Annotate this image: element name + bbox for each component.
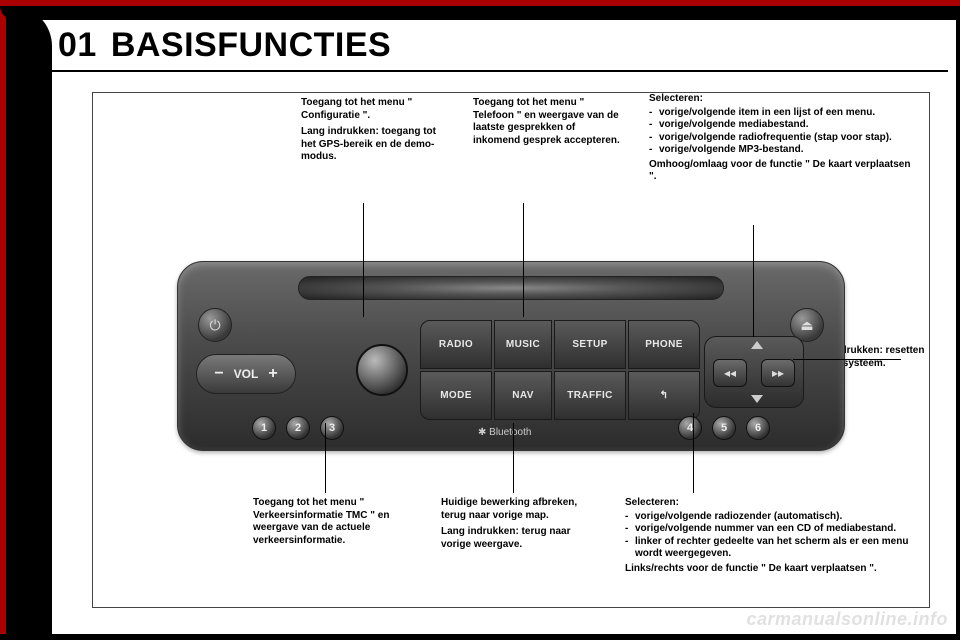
cd-slot xyxy=(298,276,724,300)
page-title: 01 BASISFUNCTIES xyxy=(58,26,391,65)
preset-row-left: 1 2 3 xyxy=(252,416,344,440)
preset-2-label: 2 xyxy=(295,422,301,434)
annotation-select-bot-head: Selecteren: xyxy=(625,497,915,510)
annotation-select-top: Selecteren: vorige/volgende item in een … xyxy=(649,93,913,184)
leader-dpad-lr xyxy=(693,413,694,493)
annotation-setup-l1: Toegang tot het menu " Configuratie ". xyxy=(301,97,451,122)
watermark: carmanualsonline.info xyxy=(746,609,948,630)
power-button[interactable]: ⏻ xyxy=(198,308,232,342)
preset-2[interactable]: 2 xyxy=(286,416,310,440)
center-button-grid: RADIO MUSIC SETUP PHONE MODE NAV TRAFFIC… xyxy=(346,320,666,420)
frame-black-bottom xyxy=(0,634,960,640)
chapter-title: BASISFUNCTIES xyxy=(111,26,391,64)
seek-next-icon: ▸▸ xyxy=(772,366,784,380)
leader-reset-h xyxy=(793,359,901,360)
preset-5[interactable]: 5 xyxy=(712,416,736,440)
leader-setup xyxy=(363,203,364,317)
dpad: ◂◂ ▸▸ xyxy=(704,336,804,408)
seek-prev-icon: ◂◂ xyxy=(724,366,736,380)
leader-traffic xyxy=(325,423,326,493)
annotation-back-l1: Huidige bewerking afbreken, terug naar v… xyxy=(441,497,601,522)
annotation-setup: Toegang tot het menu " Configuratie ". L… xyxy=(301,97,451,164)
leader-back xyxy=(513,423,514,493)
bluetooth-label: ✱ Bluetooth xyxy=(478,427,531,438)
nav-button[interactable]: NAV xyxy=(494,371,552,420)
seek-prev-button[interactable]: ◂◂ xyxy=(713,359,747,387)
annotation-select-top-i0: vorige/volgende item in een lijst of een… xyxy=(649,107,913,120)
traffic-button[interactable]: TRAFFIC xyxy=(554,371,626,420)
volume-plus: + xyxy=(268,365,277,383)
annotation-select-bot-i2: linker of rechter gedeelte van het scher… xyxy=(625,536,915,561)
annotation-select-bottom: Selecteren: vorige/volgende radiozender … xyxy=(625,497,915,575)
preset-row-right: 4 5 6 xyxy=(678,416,770,440)
rotary-knob-cell xyxy=(346,320,418,420)
preset-6-label: 6 xyxy=(755,422,761,434)
radio-button[interactable]: RADIO xyxy=(420,320,492,369)
annotation-select-bot-i1: vorige/volgende nummer van een CD of med… xyxy=(625,523,915,536)
music-button-label: MUSIC xyxy=(506,339,540,350)
music-button[interactable]: MUSIC xyxy=(494,320,552,369)
leader-dpad-up xyxy=(753,225,754,337)
annotation-select-bot-i0: vorige/volgende radiozender (automatisch… xyxy=(625,511,915,524)
chapter-number: 01 xyxy=(58,26,97,64)
phone-button[interactable]: PHONE xyxy=(628,320,700,369)
preset-3-label: 3 xyxy=(329,422,335,434)
annotation-back: Huidige bewerking afbreken, terug naar v… xyxy=(441,497,601,551)
annotation-traffic-text: Toegang tot het menu " Verkeersinformati… xyxy=(253,497,413,547)
back-button[interactable]: ↰ xyxy=(628,371,700,420)
seek-next-button[interactable]: ▸▸ xyxy=(761,359,795,387)
nav-button-label: NAV xyxy=(512,390,534,401)
annotation-select-top-i2: vorige/volgende radiofrequentie (stap vo… xyxy=(649,132,913,145)
annotation-setup-l2: Lang indrukken: toegang tot het GPS-bere… xyxy=(301,126,451,164)
setup-button[interactable]: SETUP xyxy=(554,320,626,369)
preset-5-label: 5 xyxy=(721,422,727,434)
traffic-button-label: TRAFFIC xyxy=(567,390,613,401)
preset-4[interactable]: 4 xyxy=(678,416,702,440)
annotation-select-top-i1: vorige/volgende mediabestand. xyxy=(649,119,913,132)
frame-black-left xyxy=(6,6,52,634)
bluetooth-text: ✱ Bluetooth xyxy=(478,427,531,438)
annotation-select-bot-tail: Links/rechts voor de functie " De kaart … xyxy=(625,563,915,576)
mode-button-label: MODE xyxy=(440,390,472,401)
preset-6[interactable]: 6 xyxy=(746,416,770,440)
dpad-down-icon[interactable] xyxy=(751,395,763,403)
preset-1[interactable]: 1 xyxy=(252,416,276,440)
back-icon: ↰ xyxy=(660,390,669,401)
power-icon: ⏻ xyxy=(209,317,220,334)
annotation-phone: Toegang tot het menu " Telefoon " en wee… xyxy=(473,97,623,147)
radio-button-label: RADIO xyxy=(439,339,473,350)
preset-1-label: 1 xyxy=(261,422,267,434)
content-box: Toegang tot het menu " Configuratie ". L… xyxy=(92,92,930,608)
volume-rocker[interactable]: − VOL + xyxy=(196,354,296,394)
mode-button[interactable]: MODE xyxy=(420,371,492,420)
annotation-select-top-head: Selecteren: xyxy=(649,93,913,106)
eject-icon: ⏏ xyxy=(800,317,813,334)
frame-black-top xyxy=(0,6,960,20)
annotation-select-top-tail: Omhoog/omlaag voor de functie " De kaart… xyxy=(649,159,913,184)
annotation-phone-text: Toegang tot het menu " Telefoon " en wee… xyxy=(473,97,623,147)
volume-label: VOL xyxy=(234,367,259,381)
title-rule xyxy=(52,70,948,72)
radio-unit: ⏻ ⏏ − VOL + RADIO MUSIC SETUP PHONE MODE… xyxy=(177,261,845,451)
annotation-select-top-i3: vorige/volgende MP3-bestand. xyxy=(649,144,913,157)
setup-button-label: SETUP xyxy=(572,339,607,350)
annotation-traffic: Toegang tot het menu " Verkeersinformati… xyxy=(253,497,413,547)
volume-minus: − xyxy=(214,365,223,383)
rotary-knob[interactable] xyxy=(356,344,408,396)
frame-side-right xyxy=(956,20,960,634)
dpad-up-icon[interactable] xyxy=(751,341,763,349)
phone-button-label: PHONE xyxy=(645,339,683,350)
leader-phone xyxy=(523,203,524,317)
annotation-back-l2: Lang indrukken: terug naar vorige weerga… xyxy=(441,526,601,551)
preset-3[interactable]: 3 xyxy=(320,416,344,440)
